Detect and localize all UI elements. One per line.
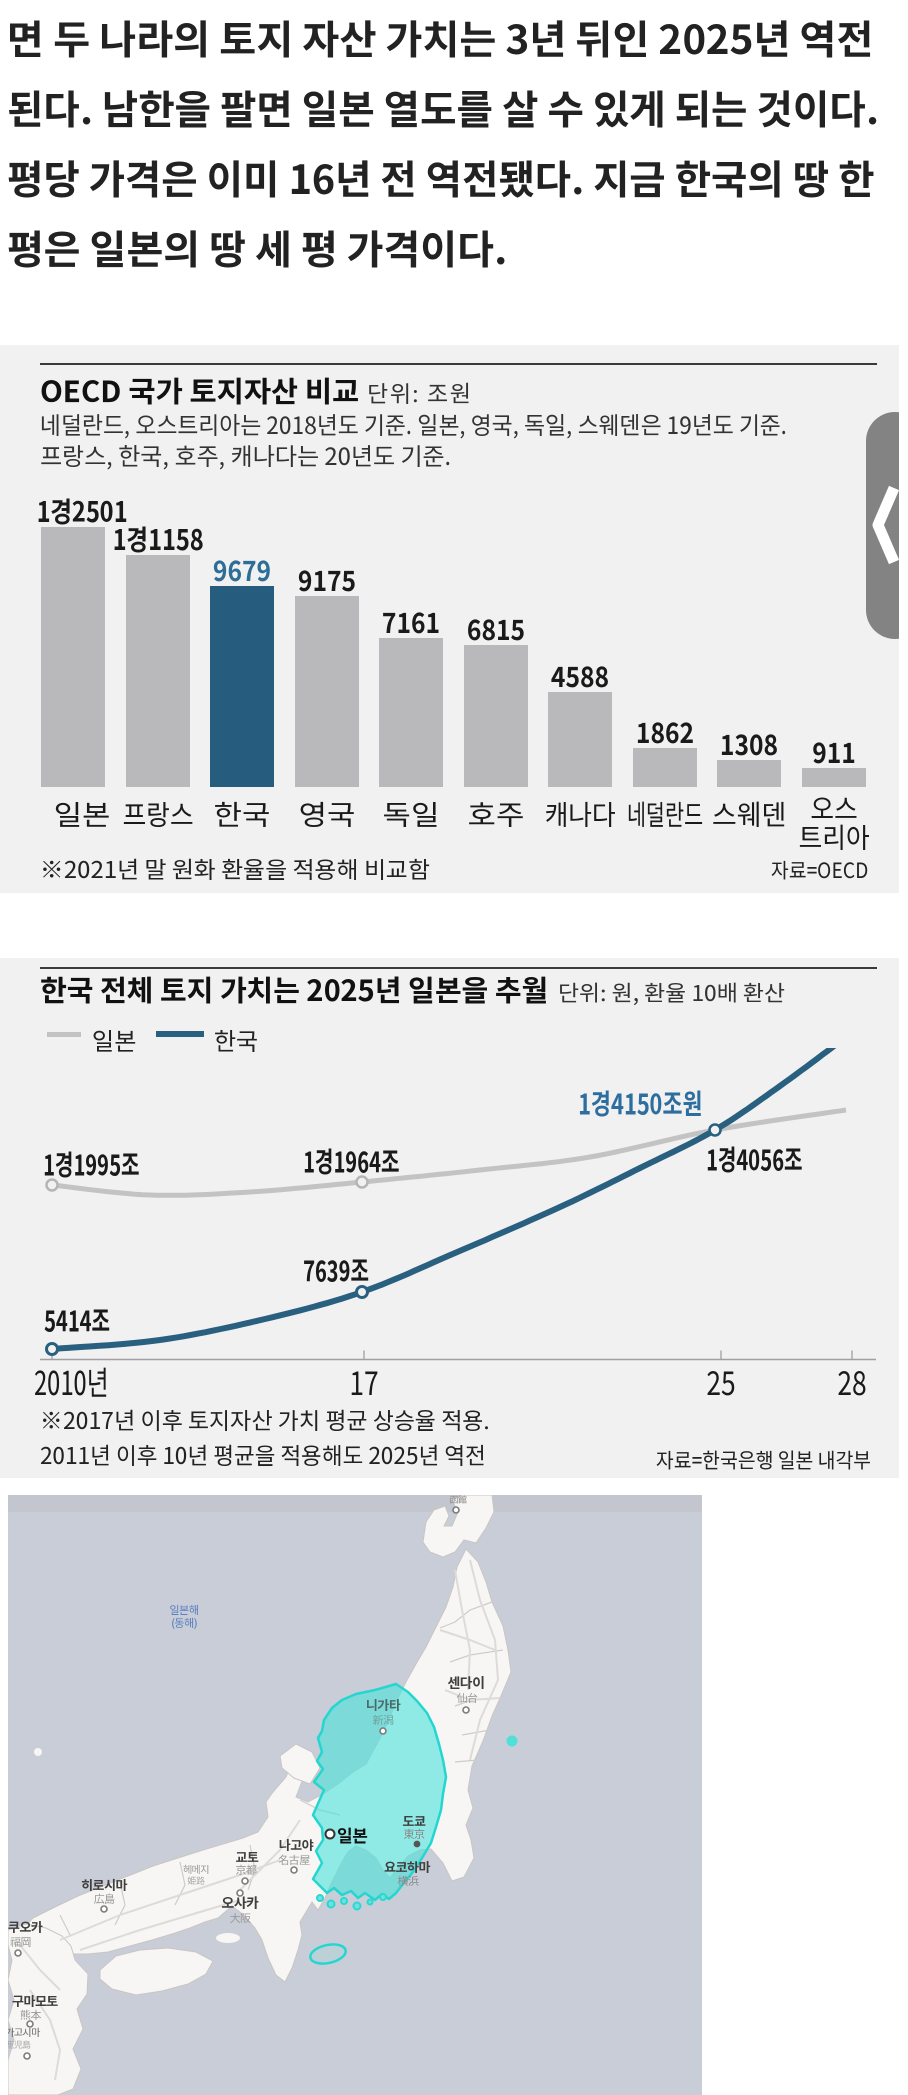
svg-text:1경4150조원: 1경4150조원: [578, 1083, 703, 1123]
svg-text:1경1964조: 1경1964조: [303, 1141, 399, 1181]
svg-text:오사카: 오사카: [221, 1893, 259, 1913]
svg-text:구마모토: 구마모토: [12, 1991, 58, 2010]
svg-text:福岡: 福岡: [10, 1934, 31, 1950]
svg-text:7639조: 7639조: [303, 1250, 369, 1290]
svg-text:(동해): (동해): [171, 1615, 197, 1631]
svg-text:헤메지: 헤메지: [183, 1861, 209, 1876]
svg-text:東京: 東京: [404, 1826, 425, 1842]
svg-text:名古屋: 名古屋: [278, 1852, 310, 1868]
svg-text:나고야: 나고야: [279, 1835, 314, 1854]
svg-text:1경4056조: 1경4056조: [706, 1139, 802, 1179]
svg-text:京都: 京都: [236, 1862, 257, 1878]
svg-text:大阪: 大阪: [230, 1910, 251, 1926]
svg-text:仙台: 仙台: [457, 1690, 478, 1706]
svg-text:교토: 교토: [236, 1847, 259, 1866]
svg-text:鹿児島: 鹿児島: [8, 2038, 31, 2051]
svg-text:28: 28: [837, 1356, 866, 1405]
svg-text:広島: 広島: [94, 1891, 115, 1907]
svg-text:2010년: 2010년: [34, 1358, 109, 1405]
svg-text:센다이: 센다이: [447, 1673, 484, 1693]
svg-text:니가타: 니가타: [366, 1695, 401, 1714]
svg-text:가고시마: 가고시마: [8, 2024, 41, 2039]
svg-text:熊本: 熊本: [20, 2007, 41, 2023]
svg-text:요코하마: 요코하마: [384, 1857, 430, 1876]
svg-text:히로시마: 히로시마: [81, 1875, 127, 1894]
svg-text:일본해: 일본해: [170, 1602, 199, 1618]
svg-text:일본: 일본: [337, 1822, 368, 1847]
svg-text:横浜: 横浜: [398, 1873, 419, 1889]
svg-text:쿠오카: 쿠오카: [8, 1917, 43, 1936]
svg-text:1경1995조: 1경1995조: [43, 1144, 139, 1184]
svg-text:新潟: 新潟: [373, 1712, 394, 1728]
svg-text:5414조: 5414조: [44, 1300, 110, 1340]
svg-text:姫路: 姫路: [186, 1874, 205, 1887]
svg-text:25: 25: [706, 1356, 735, 1405]
svg-text:函館: 函館: [449, 1495, 467, 1506]
svg-text:도쿄: 도쿄: [403, 1811, 426, 1830]
svg-text:17: 17: [349, 1356, 378, 1405]
